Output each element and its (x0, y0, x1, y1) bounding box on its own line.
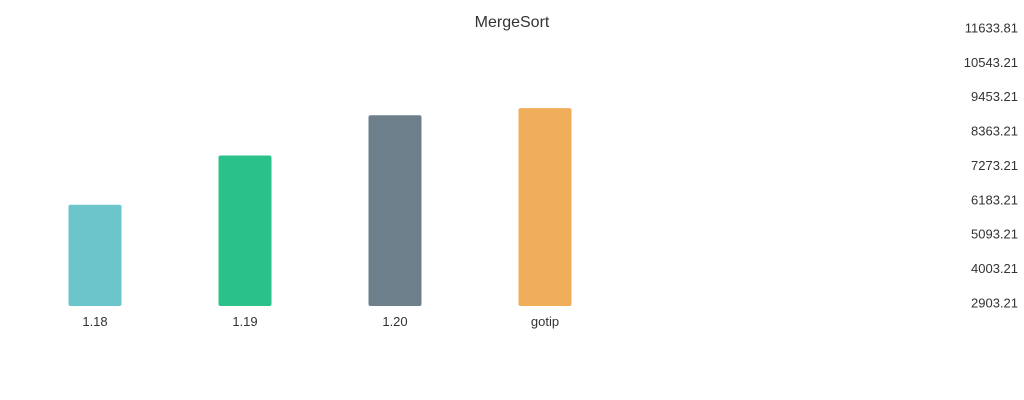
bar-gotip (518, 108, 572, 306)
y-tick-label: 9453.21 (971, 89, 1018, 104)
bars-group (68, 108, 572, 306)
bar-1.19 (218, 155, 272, 306)
bar-1.18 (68, 204, 122, 306)
category-label-1.20: 1.20 (382, 314, 407, 329)
y-axis-ticks: 11633.81 10543.21 9453.21 8363.21 7273.21 618… (964, 20, 1018, 310)
y-tick-label: 8363.21 (971, 124, 1018, 139)
bar-1.20 (368, 115, 422, 306)
y-tick-label: 10543.21 (964, 55, 1018, 70)
y-tick-label: 11633.81 (965, 20, 1018, 35)
y-tick-label: 2903.21 (971, 295, 1018, 310)
y-tick-label: 7273.21 (971, 158, 1018, 173)
y-tick-label: 4003.21 (971, 261, 1018, 276)
y-tick-label: 5093.21 (971, 227, 1018, 242)
category-label-1.18: 1.18 (82, 314, 107, 329)
chart-title: MergeSort (475, 14, 550, 31)
y-tick-label: 6183.21 (971, 192, 1018, 207)
category-label-gotip: gotip (531, 314, 559, 329)
category-labels: 1.18 1.19 1.20 gotip (82, 314, 559, 329)
category-label-1.19: 1.19 (232, 314, 257, 329)
